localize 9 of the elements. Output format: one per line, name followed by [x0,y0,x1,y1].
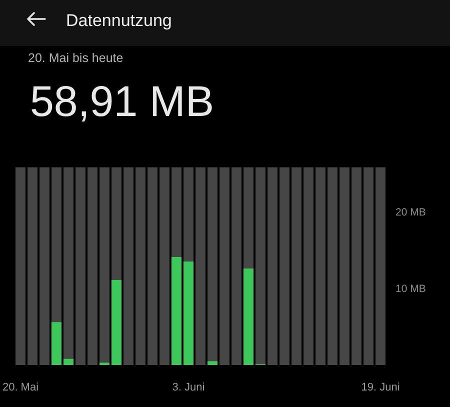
x-tick-label: 20. Mai [2,382,39,394]
text: 58,91 MB [30,78,214,126]
x-tick-label: 3. Juni [172,382,205,394]
y-tick-label: 20 MB [396,206,426,218]
x-tick-label: 19. Juni [361,382,400,394]
chart-title: Datennutzung [66,11,172,30]
y-tick-label: 10 MB [396,283,426,296]
chart-subtitle: 20. Mai bis heute [28,50,124,65]
bar [52,322,62,365]
